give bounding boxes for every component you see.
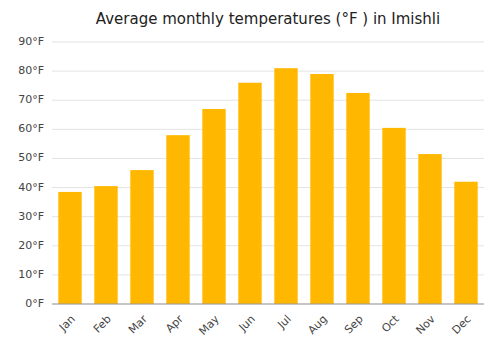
y-tick-label: 90°F [18,35,44,48]
x-axis-line [52,304,484,305]
chart: 0°F 10°F 20°F 30°F 40°F 50°F 60°F 70°F 80°F 90°F J… [0,0,500,350]
grid-line [52,304,484,305]
bar [418,154,441,304]
grid-line [52,100,484,101]
y-tick-label: 40°F [18,181,44,194]
bar [130,170,153,304]
y-tick-label: 60°F [18,122,44,135]
title: Average monthly temperatures (°F ) in Im… [96,10,440,28]
x-tick-label: Jan [56,313,78,335]
x-tick-label: Oct [379,312,402,335]
y-tick-label: 70°F [18,93,44,106]
bar [454,182,477,304]
bar [310,74,333,304]
bar [274,68,297,304]
grid-line [52,42,484,43]
page: {"chart_data": {"type": "bar", "title": … [0,0,500,350]
x-tick-label: Jul [274,313,293,332]
y-tick-label: 30°F [18,210,44,223]
x-tick-label: Sep [342,313,366,337]
bars [58,68,477,304]
bar [202,109,225,304]
y-tick-label: 20°F [18,239,44,252]
bar [58,192,81,304]
y-tick-label: 10°F [18,268,44,281]
y-axis: 0°F 10°F 20°F 30°F 40°F 50°F 60°F 70°F 80°F 90°F [18,35,484,310]
grid-line [52,129,484,130]
bar [166,135,189,304]
bar [346,93,369,304]
x-tick-label: Jun [236,313,258,335]
grid-line [52,71,484,72]
bar [238,83,261,304]
x-tick-label: Mar [126,312,150,336]
x-tick-label: Apr [163,312,186,335]
y-tick-label: 50°F [18,151,44,164]
x-tick-label: May [196,312,222,338]
y-tick-label: 0°F [25,297,44,310]
x-tick-label: Feb [91,313,114,336]
x-axis: Jan Feb Mar Apr May Jun Jul Aug Sep Oct Nov Dec [56,312,474,338]
x-tick-label: Dec [450,313,474,337]
bar [382,128,405,304]
y-tick-label: 80°F [18,64,44,77]
x-tick-label: Aug [305,313,329,337]
bar [94,186,117,304]
x-tick-label: Nov [413,312,438,337]
